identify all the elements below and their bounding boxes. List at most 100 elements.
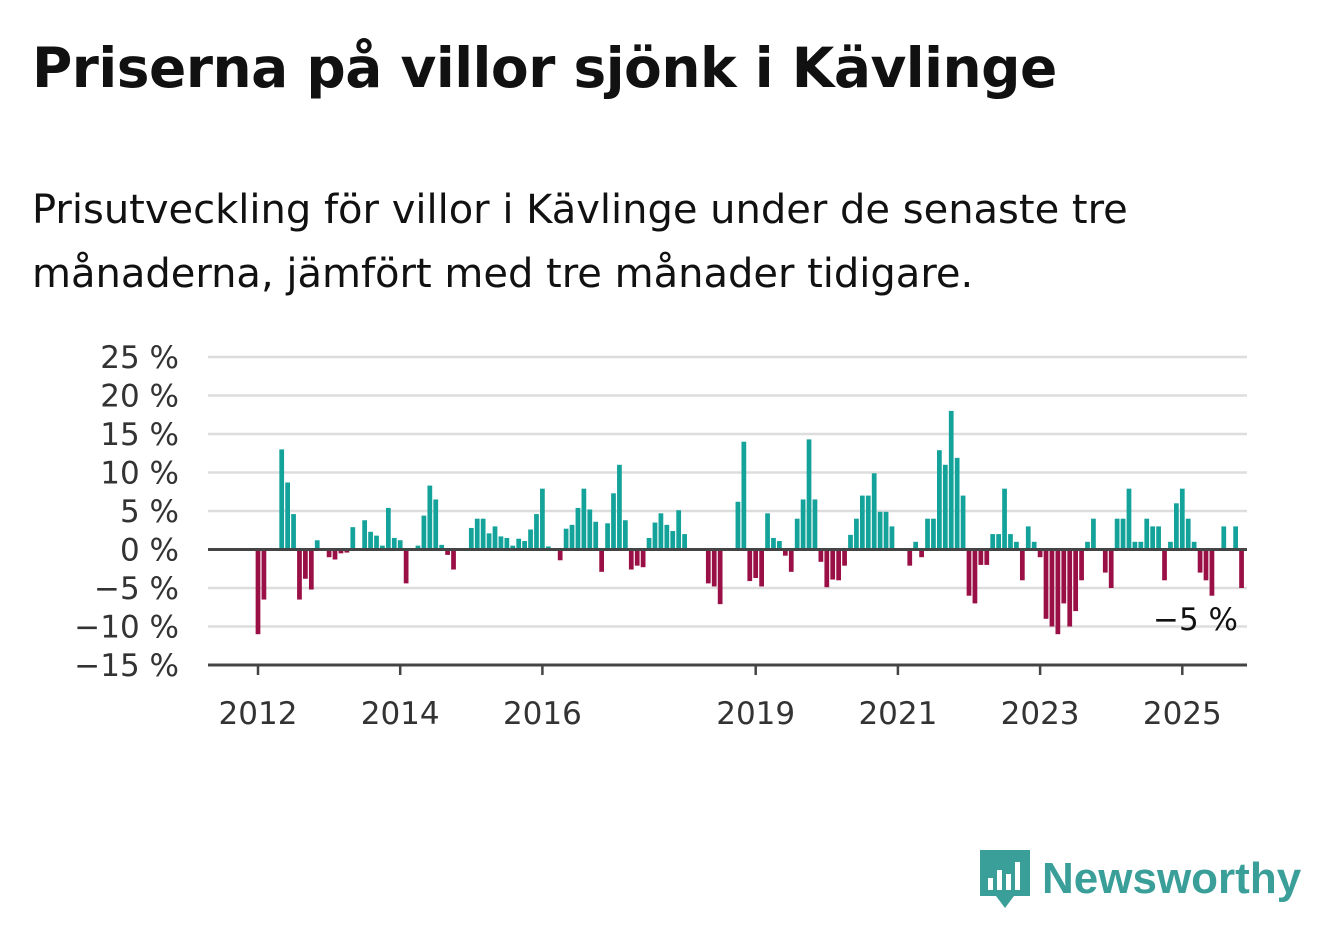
bar — [611, 493, 616, 550]
bar — [877, 511, 883, 550]
bar — [1019, 549, 1025, 581]
bar — [1102, 549, 1108, 573]
bar — [403, 549, 409, 584]
bar — [1150, 526, 1156, 550]
bar — [439, 544, 445, 550]
bar — [1037, 549, 1043, 558]
bar — [569, 524, 575, 550]
bar — [984, 549, 990, 565]
bar — [812, 499, 818, 550]
bar — [919, 549, 924, 558]
bar — [960, 495, 966, 550]
bar — [765, 513, 770, 550]
bar — [925, 518, 930, 550]
bar — [1091, 518, 1096, 550]
y-tick-label: 5 % — [120, 494, 179, 530]
bar — [1126, 488, 1132, 550]
bar — [800, 499, 806, 550]
newsworthy-logo-icon — [980, 850, 1030, 908]
bar — [427, 485, 433, 550]
bar — [907, 549, 913, 566]
bar — [338, 549, 344, 554]
bar — [599, 549, 605, 572]
bar — [391, 537, 397, 550]
bar — [1073, 549, 1079, 612]
bar — [308, 549, 314, 590]
bar — [385, 507, 391, 550]
bar — [913, 541, 919, 550]
bar — [285, 482, 290, 550]
bar — [759, 549, 764, 587]
bar — [1025, 526, 1031, 550]
bar — [445, 549, 450, 555]
bar — [540, 488, 545, 550]
bar — [871, 473, 877, 550]
bar — [421, 515, 427, 550]
bar — [1197, 549, 1203, 573]
bar — [628, 549, 634, 570]
bar — [788, 549, 794, 572]
bar — [753, 549, 759, 578]
bar — [1233, 526, 1238, 550]
bar — [1008, 534, 1013, 550]
bar — [326, 549, 332, 558]
bar — [1061, 549, 1067, 604]
bar — [854, 518, 859, 550]
bar — [380, 545, 385, 550]
bar — [575, 507, 581, 550]
bar — [806, 439, 812, 550]
bar — [640, 549, 646, 568]
bar — [261, 549, 267, 600]
bar — [1055, 549, 1061, 635]
bar — [1138, 541, 1144, 550]
brand-logo: Newsworthy — [980, 850, 1301, 908]
bar — [771, 537, 776, 550]
bar — [581, 488, 587, 550]
bar — [344, 549, 350, 553]
x-tick-label: 2023 — [1001, 696, 1080, 732]
bar — [297, 549, 302, 600]
bar — [859, 495, 865, 550]
bar — [1203, 549, 1209, 581]
bar — [1043, 549, 1049, 619]
bar — [617, 464, 622, 550]
bar — [676, 510, 682, 550]
bar — [777, 541, 782, 550]
brand-name: Newsworthy — [1042, 854, 1302, 903]
chart-title: Priserna på villor sjönk i Kävlinge — [32, 36, 1057, 100]
bar — [824, 549, 830, 588]
y-tick-label: 15 % — [100, 417, 179, 453]
bar — [1114, 518, 1120, 550]
bar — [865, 495, 871, 550]
bar — [842, 549, 847, 566]
bar — [931, 518, 936, 550]
bar — [1221, 526, 1227, 550]
bar — [954, 457, 960, 550]
bar — [593, 521, 599, 550]
bar — [1174, 503, 1179, 550]
bar — [889, 526, 895, 550]
bar — [782, 549, 788, 556]
bar — [397, 540, 403, 550]
bar — [1156, 526, 1161, 550]
bar — [1239, 549, 1244, 588]
bar — [486, 533, 492, 550]
bar — [942, 464, 948, 550]
last-value-label: −5 % — [1153, 602, 1238, 638]
x-tick-label: 2016 — [503, 696, 582, 732]
bar — [534, 514, 539, 550]
bar — [504, 537, 510, 550]
bar — [948, 410, 954, 550]
bar — [516, 538, 522, 550]
bar — [362, 520, 368, 550]
y-tick-label: −10 % — [74, 610, 179, 646]
bar — [990, 534, 996, 550]
bar — [1031, 541, 1037, 550]
bar — [682, 534, 687, 550]
bar — [1085, 541, 1090, 550]
bar — [711, 549, 717, 587]
bar — [291, 514, 296, 550]
bar — [747, 549, 753, 582]
y-tick-label: −15 % — [74, 648, 179, 684]
bar — [563, 528, 569, 550]
